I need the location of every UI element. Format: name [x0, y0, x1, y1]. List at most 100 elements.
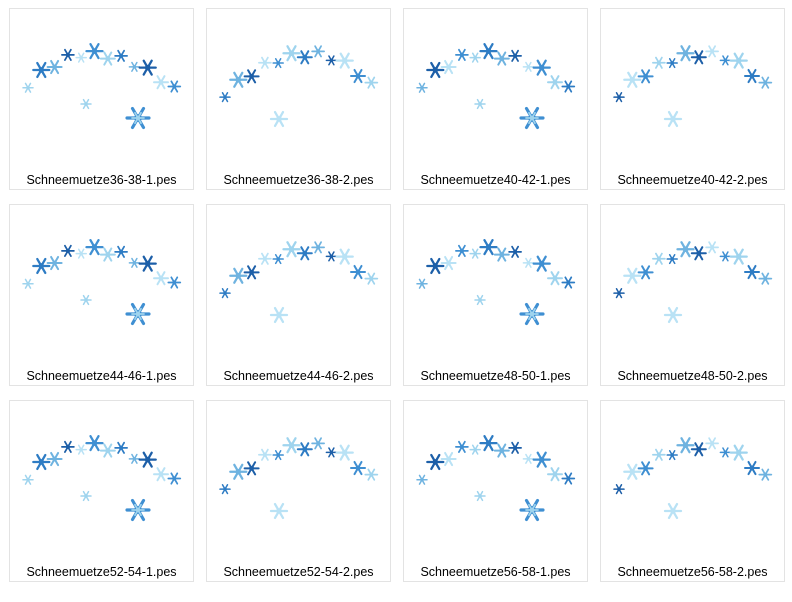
- snowflake-core: [682, 442, 689, 449]
- snowflake: [532, 255, 551, 272]
- snowflake-core: [723, 450, 728, 455]
- snowflake-core: [696, 446, 702, 452]
- file-tile[interactable]: Schneemuetze40-42-1.pes: [403, 8, 588, 190]
- snowflake: [22, 474, 34, 485]
- snowflake: [311, 45, 325, 58]
- snowflake: [61, 244, 75, 257]
- file-tile[interactable]: Schneemuetze56-58-1.pes: [403, 400, 588, 582]
- snowflake: [272, 449, 284, 461]
- snowflake: [705, 45, 719, 58]
- snowflake: [676, 241, 695, 258]
- snowflake: [561, 276, 576, 289]
- file-tile[interactable]: Schneemuetze40-42-2.pes: [600, 8, 785, 190]
- file-tile[interactable]: Schneemuetze36-38-1.pes: [9, 8, 194, 190]
- snowflake-core: [235, 76, 242, 83]
- snowflake: [469, 248, 481, 259]
- snowflake-core: [172, 280, 177, 285]
- file-tile[interactable]: Schneemuetze52-54-1.pes: [9, 400, 194, 582]
- snowflake-core: [478, 298, 482, 302]
- snowflake-core: [262, 60, 267, 65]
- snowflake-core: [249, 73, 255, 79]
- snowflake: [350, 264, 366, 280]
- snowflake: [131, 111, 145, 125]
- snowflake: [325, 447, 338, 458]
- snowflake: [455, 440, 469, 453]
- snowflake: [80, 490, 92, 502]
- snowflake: [666, 57, 678, 69]
- snowflake: [705, 241, 719, 254]
- snowflake-core: [538, 456, 545, 463]
- file-tile[interactable]: Schneemuetze44-46-2.pes: [206, 204, 391, 386]
- snowflake: [269, 502, 289, 520]
- snowflake: [128, 61, 141, 72]
- snowflake: [690, 50, 707, 65]
- snowflake-core: [629, 272, 636, 279]
- snowflake-core: [26, 86, 30, 90]
- snowflake-core: [538, 260, 545, 267]
- snowflake: [153, 467, 169, 482]
- file-tile[interactable]: Schneemuetze56-58-2.pes: [600, 400, 785, 582]
- snowflake: [455, 244, 469, 257]
- snowflake: [22, 278, 34, 289]
- snowflake-core: [65, 52, 70, 58]
- snowflake: [364, 76, 379, 89]
- snowflake: [61, 48, 75, 61]
- snowflake: [229, 267, 248, 284]
- snowflake: [663, 110, 683, 128]
- file-name: Schneemuetze48-50-1.pes: [420, 369, 571, 383]
- snowflake-core: [459, 52, 464, 58]
- snowflake-core: [459, 248, 464, 254]
- file-name: Schneemuetze44-46-2.pes: [223, 369, 374, 383]
- snowflake: [364, 272, 379, 285]
- snowflake-core: [723, 58, 728, 63]
- snowflake: [663, 306, 683, 324]
- snowflake-core: [643, 269, 649, 275]
- snowflake-core: [144, 64, 151, 71]
- snowflake: [128, 453, 141, 464]
- snowflake: [690, 246, 707, 261]
- snowflake-core: [135, 507, 141, 513]
- snowflake: [758, 272, 773, 285]
- snowflake: [282, 241, 301, 258]
- snowflake-core: [478, 102, 482, 106]
- file-tile[interactable]: Schneemuetze36-38-2.pes: [206, 8, 391, 190]
- snowflake-core: [132, 65, 137, 69]
- snowflake-core: [302, 446, 308, 452]
- snowflake: [455, 48, 469, 61]
- snowflake-core: [749, 73, 755, 79]
- snowflake: [666, 253, 678, 265]
- snowflake: [532, 451, 551, 468]
- thumbnail: [416, 43, 576, 130]
- snowflake: [744, 264, 760, 280]
- snowflake-core: [499, 448, 505, 454]
- snowflake: [85, 239, 104, 256]
- snowflake: [613, 484, 625, 495]
- snowflake-core: [341, 449, 348, 456]
- file-tile[interactable]: Schneemuetze48-50-2.pes: [600, 204, 785, 386]
- file-tile[interactable]: Schneemuetze44-46-1.pes: [9, 204, 194, 386]
- snowflake-core: [763, 80, 768, 85]
- file-tile[interactable]: Schneemuetze52-54-2.pes: [206, 400, 391, 582]
- snowflake: [561, 472, 576, 485]
- snowflake-core: [499, 252, 505, 258]
- file-name: Schneemuetze40-42-1.pes: [420, 173, 571, 187]
- snowflake: [547, 271, 563, 286]
- snowflake: [416, 474, 428, 485]
- snowflake-core: [105, 448, 111, 454]
- snowflake: [32, 453, 51, 471]
- snowflake: [561, 80, 576, 93]
- file-tile[interactable]: Schneemuetze48-50-1.pes: [403, 204, 588, 386]
- snowflake-core: [656, 60, 661, 65]
- snowflake: [32, 61, 51, 79]
- snowflake-core: [670, 508, 676, 514]
- snowflake: [637, 69, 654, 84]
- snowflake: [474, 98, 486, 110]
- snowflake-core: [341, 253, 348, 260]
- snowflake: [243, 461, 260, 476]
- snowflake: [229, 71, 248, 88]
- snowflake-core: [235, 468, 242, 475]
- snowflake-core: [223, 487, 227, 491]
- snowflake-core: [302, 250, 308, 256]
- snowflake: [426, 453, 445, 471]
- snowflake: [440, 451, 457, 467]
